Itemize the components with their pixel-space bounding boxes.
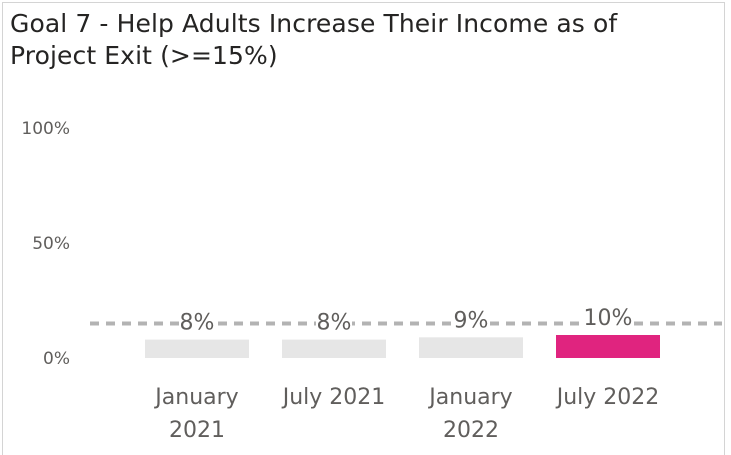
- x-category-label: 2022: [443, 418, 499, 443]
- y-tick-label: 0%: [43, 349, 70, 369]
- data-label-backing: [179, 307, 215, 336]
- y-tick-label: 50%: [32, 234, 70, 254]
- x-category-label: July 2022: [555, 385, 660, 410]
- x-category-label: January: [153, 385, 238, 410]
- data-label-backing: [316, 307, 352, 336]
- data-label-backing: [453, 305, 489, 334]
- chart-title: Goal 7 - Help Adults Increase Their Inco…: [10, 9, 618, 70]
- data-label: 9%: [454, 308, 489, 333]
- x-category-label: January: [427, 385, 512, 410]
- data-label-backing: [583, 303, 633, 331]
- bar: [282, 339, 386, 358]
- x-category-label: July 2021: [281, 385, 386, 410]
- data-label: 8%: [180, 311, 215, 336]
- y-tick-label: 100%: [21, 119, 70, 139]
- data-label: 10%: [584, 306, 633, 331]
- bar: [145, 339, 249, 358]
- bar: [556, 335, 660, 358]
- data-label: 8%: [317, 311, 352, 336]
- bar: [419, 337, 523, 358]
- x-category-label: 2021: [169, 418, 225, 443]
